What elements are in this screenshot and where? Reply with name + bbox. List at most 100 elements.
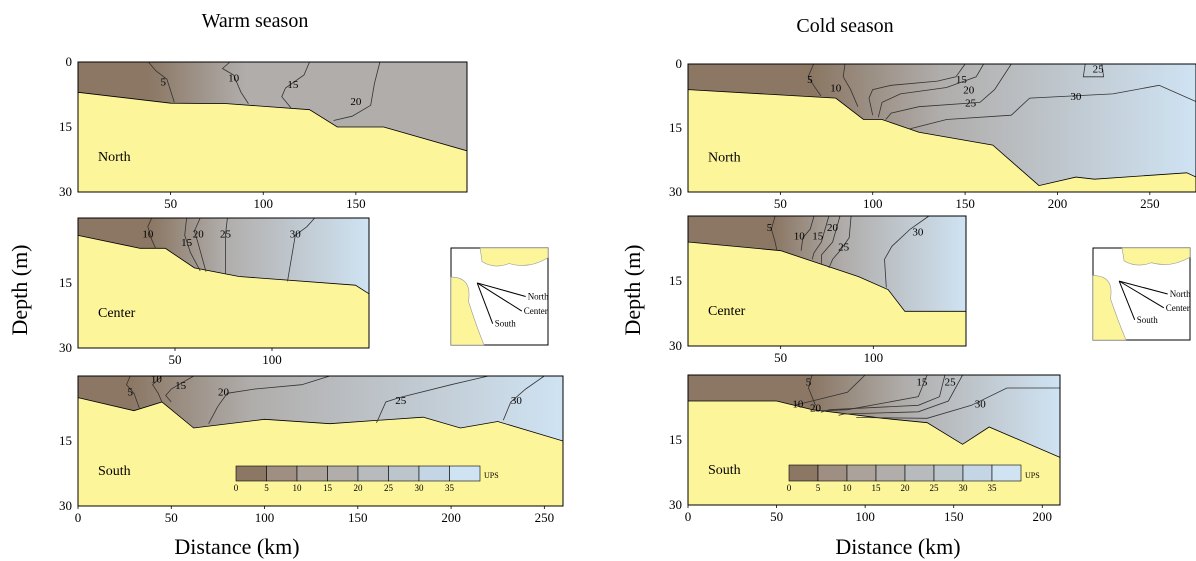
colorbar-swatch xyxy=(788,464,819,482)
warm-season-title: Warm season xyxy=(202,10,309,32)
contour-line-5 xyxy=(770,215,778,251)
x-tick-label: 50 xyxy=(774,196,787,211)
colorbar-swatch xyxy=(296,465,328,482)
contour-label: 20 xyxy=(350,96,362,108)
x-tick-label: 150 xyxy=(346,196,366,211)
contour-line-20 xyxy=(821,215,841,264)
contour-label: 30 xyxy=(1070,91,1082,103)
colorbar-tick-label: 30 xyxy=(415,483,425,493)
colorbar-tick-label: 25 xyxy=(384,483,394,493)
contour-label: 25 xyxy=(1093,63,1105,75)
map-transect-line xyxy=(477,282,526,297)
contour-line-30 xyxy=(502,375,545,421)
panel-frame xyxy=(687,63,1196,193)
contour-label: 25 xyxy=(838,242,850,254)
colorbar-tick-label: 30 xyxy=(959,483,969,493)
x-tick-label: 50 xyxy=(164,196,177,211)
panel-frame xyxy=(77,375,564,507)
contour-label: 20 xyxy=(193,228,205,240)
contour-line-15 xyxy=(811,215,830,260)
contour-label: 25 xyxy=(945,377,957,389)
warm-x-axis-title: Distance (km) xyxy=(174,534,299,559)
x-tick-label: 150 xyxy=(955,196,975,211)
y-tick-label: 15 xyxy=(59,119,72,134)
y-tick-label: 15 xyxy=(59,433,72,448)
contour-line-10 xyxy=(794,374,866,406)
map-transect-line xyxy=(476,282,523,312)
x-tick-label: 0 xyxy=(75,510,82,525)
x-tick-label: 100 xyxy=(855,509,875,524)
map-land-north xyxy=(1121,247,1191,266)
x-tick-label: 100 xyxy=(262,352,282,367)
contour-label: 15 xyxy=(916,377,928,389)
contour-label: 30 xyxy=(912,226,924,238)
contour-line-20 xyxy=(333,61,381,121)
y-tick-label: 15 xyxy=(59,275,72,290)
contour-label: 25 xyxy=(220,228,232,240)
x-tick-label: 100 xyxy=(864,350,884,365)
colorbar-tick-label: 10 xyxy=(293,483,303,493)
contour-line-5 xyxy=(808,374,816,406)
map-transect-line xyxy=(1119,280,1168,295)
colorbar-swatch xyxy=(904,464,935,482)
colorbar-swatch xyxy=(357,465,389,482)
x-tick-label: 50 xyxy=(165,510,178,525)
contour-line-30 xyxy=(856,387,1060,419)
contour-line-5 xyxy=(807,63,822,97)
contour-label: 15 xyxy=(812,231,824,243)
colorbar-swatch xyxy=(418,465,450,482)
cold-season-title: Cold season xyxy=(796,15,893,37)
colorbar-tick-label: 35 xyxy=(445,483,455,493)
location-map-warm: North Center South xyxy=(450,247,549,346)
colorbar-swatch xyxy=(449,465,481,482)
colorbar-tick-label: 0 xyxy=(234,483,239,493)
x-tick-label: 100 xyxy=(863,196,883,211)
colorbar-units: UPS xyxy=(484,471,499,480)
contour-line-25 xyxy=(376,375,489,423)
x-tick-label: 200 xyxy=(441,510,461,525)
colorbar-swatch xyxy=(933,464,964,482)
contour-label: 5 xyxy=(127,386,133,398)
contour-line-25 xyxy=(885,63,1012,120)
contour-label: 10 xyxy=(792,398,804,410)
contour-label: 25 xyxy=(395,395,407,407)
colorbar-swatch xyxy=(266,465,298,482)
panel-label: North xyxy=(708,150,741,165)
contour-label: 15 xyxy=(181,237,193,249)
y-tick-label: 30 xyxy=(59,184,72,199)
contour-line-25 xyxy=(225,217,228,275)
colorbar-swatch xyxy=(846,464,877,482)
contour-line-30 xyxy=(884,215,930,288)
contour-label: 5 xyxy=(806,377,812,389)
contour-line-15 xyxy=(165,375,194,403)
y-tick-label: 15 xyxy=(669,273,682,288)
x-tick-label: 150 xyxy=(348,510,368,525)
contour-line-5 xyxy=(126,375,140,410)
contour-label: 10 xyxy=(228,72,240,84)
x-tick-label: 0 xyxy=(685,509,692,524)
contour-label: 15 xyxy=(287,79,299,91)
contour-line-20 xyxy=(193,217,207,272)
contour-line-20 xyxy=(820,374,946,413)
map-transect-label: Center xyxy=(1166,303,1190,313)
contour-line-20 xyxy=(877,63,984,118)
contour-line-25 xyxy=(828,215,852,269)
map-land-west xyxy=(450,276,485,346)
map-transect-label: South xyxy=(495,319,517,329)
x-tick-label: 150 xyxy=(944,509,964,524)
y-tick-label: 30 xyxy=(59,498,72,513)
map-transect-line xyxy=(1118,280,1165,309)
map-land-north xyxy=(479,247,549,267)
panel-frame xyxy=(687,215,967,347)
contour-line-15 xyxy=(868,63,966,116)
colorbar-tick-label: 20 xyxy=(354,483,364,493)
y-tick-label: 15 xyxy=(669,432,682,447)
colorbar-tick-label: 5 xyxy=(816,483,821,493)
cold-y-axis-title: Depth (m) xyxy=(620,244,645,335)
panel-frame xyxy=(77,61,468,193)
warm-y-axis-title: Depth (m) xyxy=(7,244,32,335)
